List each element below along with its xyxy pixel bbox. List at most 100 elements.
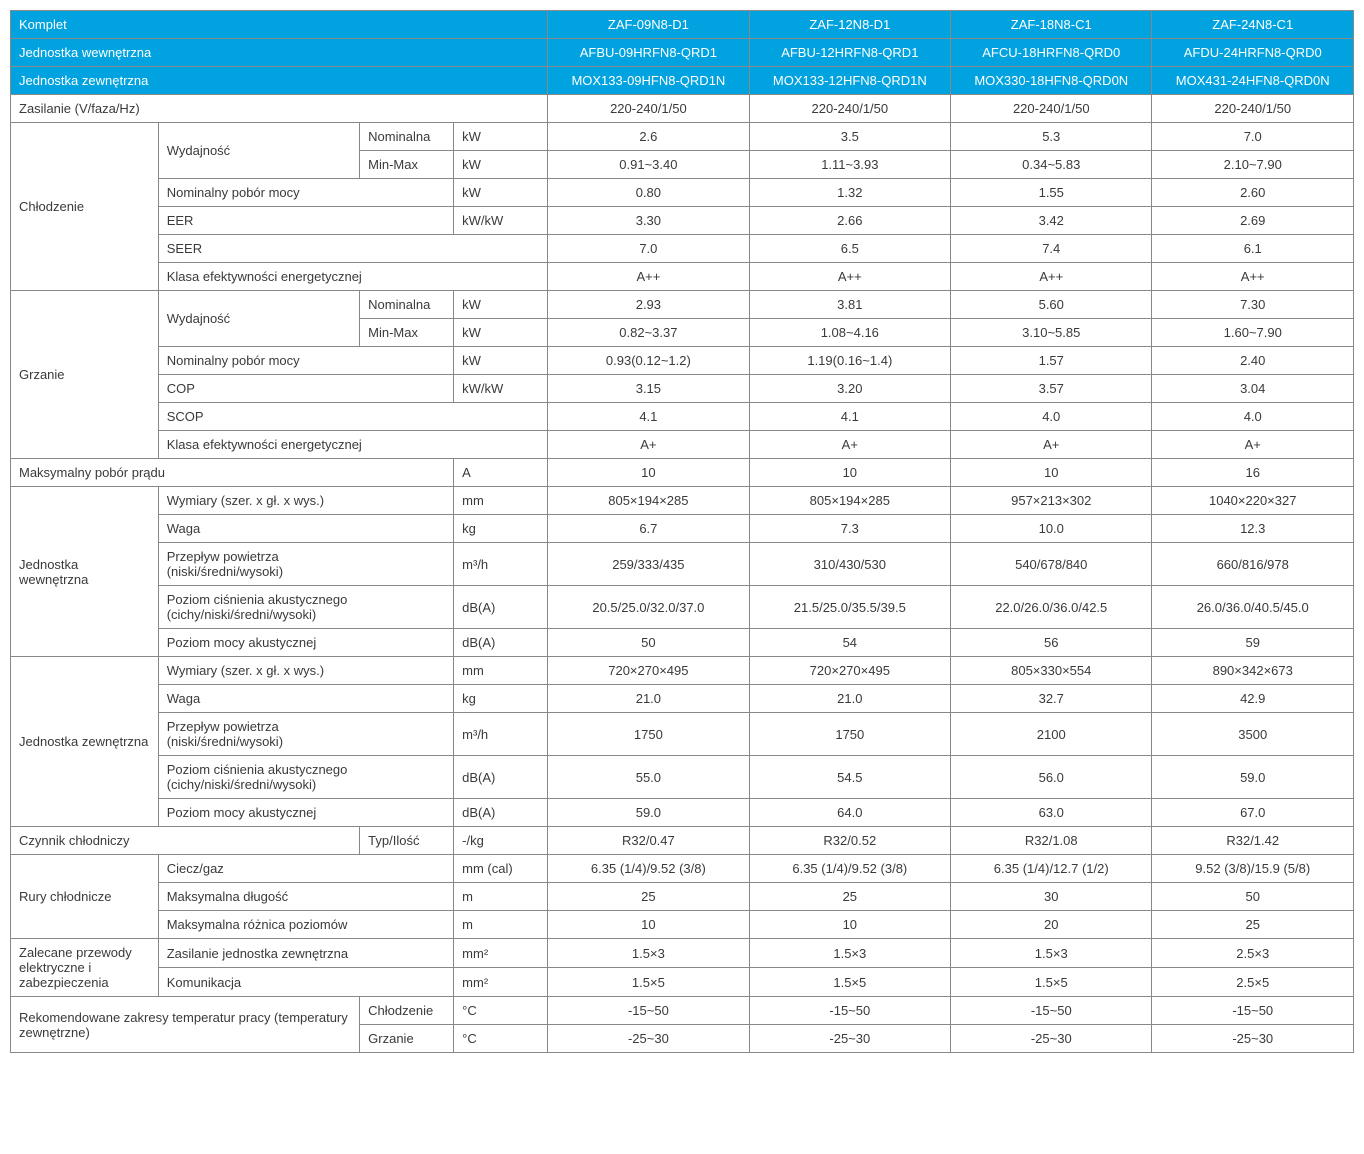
przew-kom-0: 1.5×5 bbox=[548, 968, 749, 997]
wewn-cisn-2: 22.0/26.0/36.0/42.5 bbox=[951, 586, 1152, 629]
grz-klasa-3: A+ bbox=[1152, 431, 1354, 459]
czynnik-0: R32/0.47 bbox=[548, 827, 749, 855]
grz-wyd-nom-0: 2.93 bbox=[548, 291, 749, 319]
wewn-przeplyw-3: 660/816/978 bbox=[1152, 543, 1354, 586]
temp-chl-1: -15~50 bbox=[749, 997, 950, 1025]
u-kw1: kW bbox=[454, 123, 548, 151]
zewn-waga-0: 21.0 bbox=[548, 685, 749, 713]
przew-zas-1: 1.5×3 bbox=[749, 939, 950, 968]
rury-roz-2: 20 bbox=[951, 911, 1152, 939]
temp-chl-3: -15~50 bbox=[1152, 997, 1354, 1025]
lbl-grz-nom: Nominalna bbox=[360, 291, 454, 319]
u-kwkw2: kW/kW bbox=[454, 375, 548, 403]
zewn-wym-2: 805×330×554 bbox=[951, 657, 1152, 685]
lbl-temp-grz: Grzanie bbox=[360, 1025, 454, 1053]
wewn-przeplyw-1: 310/430/530 bbox=[749, 543, 950, 586]
lbl-rekomend: Rekomendowane zakresy temperatur pracy (… bbox=[11, 997, 360, 1053]
wewn-moc-3: 59 bbox=[1152, 629, 1354, 657]
lbl-zewn-waga: Waga bbox=[158, 685, 453, 713]
lbl-wewn-przeplyw: Przepływ powietrza (niski/średni/wysoki) bbox=[158, 543, 453, 586]
chl-wyd-mm-1: 1.11~3.93 bbox=[749, 151, 950, 179]
spec-table: Komplet ZAF-09N8-D1 ZAF-12N8-D1 ZAF-18N8… bbox=[10, 10, 1354, 1053]
zewn-przeplyw-2: 2100 bbox=[951, 713, 1152, 756]
zasilanie-3: 220-240/1/50 bbox=[1152, 95, 1354, 123]
outdoor-3: MOX431-24HFN8-QRD0N bbox=[1152, 67, 1354, 95]
zewn-cisn-0: 55.0 bbox=[548, 756, 749, 799]
chl-pobor-3: 2.60 bbox=[1152, 179, 1354, 207]
outdoor-1: MOX133-12HFN8-QRD1N bbox=[749, 67, 950, 95]
chl-klasa-0: A++ bbox=[548, 263, 749, 291]
chl-wyd-mm-0: 0.91~3.40 bbox=[548, 151, 749, 179]
rury-dl-1: 25 bbox=[749, 883, 950, 911]
model-2: ZAF-18N8-C1 bbox=[951, 11, 1152, 39]
outdoor-2: MOX330-18HFN8-QRD0N bbox=[951, 67, 1152, 95]
wewn-cisn-1: 21.5/25.0/35.5/39.5 bbox=[749, 586, 950, 629]
u-dba1: dB(A) bbox=[454, 586, 548, 629]
zewn-moc-2: 63.0 bbox=[951, 799, 1152, 827]
chl-wyd-nom-0: 2.6 bbox=[548, 123, 749, 151]
u-kg1: kg bbox=[454, 515, 548, 543]
outdoor-0: MOX133-09HFN8-QRD1N bbox=[548, 67, 749, 95]
przew-kom-3: 2.5×5 bbox=[1152, 968, 1354, 997]
chl-klasa-3: A++ bbox=[1152, 263, 1354, 291]
grz-wyd-mm-0: 0.82~3.37 bbox=[548, 319, 749, 347]
u-mm21: mm² bbox=[454, 939, 548, 968]
cop-1: 3.20 bbox=[749, 375, 950, 403]
lbl-wewn-wymiary: Wymiary (szer. x gł. x wys.) bbox=[158, 487, 453, 515]
wewn-waga-0: 6.7 bbox=[548, 515, 749, 543]
zewn-wym-1: 720×270×495 bbox=[749, 657, 950, 685]
zewn-wym-3: 890×342×673 bbox=[1152, 657, 1354, 685]
rury-dl-0: 25 bbox=[548, 883, 749, 911]
zasilanie-0: 220-240/1/50 bbox=[548, 95, 749, 123]
lbl-chl-minmax: Min-Max bbox=[360, 151, 454, 179]
seer-3: 6.1 bbox=[1152, 235, 1354, 263]
grz-wyd-mm-2: 3.10~5.85 bbox=[951, 319, 1152, 347]
grz-pobor-3: 2.40 bbox=[1152, 347, 1354, 375]
u-mm2: mm bbox=[454, 657, 548, 685]
lbl-grz-minmax: Min-Max bbox=[360, 319, 454, 347]
temp-grz-2: -25~30 bbox=[951, 1025, 1152, 1053]
rury-dl-2: 30 bbox=[951, 883, 1152, 911]
lbl-ciecz-gaz: Ciecz/gaz bbox=[158, 855, 453, 883]
grz-wyd-nom-2: 5.60 bbox=[951, 291, 1152, 319]
chl-wyd-mm-3: 2.10~7.90 bbox=[1152, 151, 1354, 179]
wewn-cisn-0: 20.5/25.0/32.0/37.0 bbox=[548, 586, 749, 629]
przew-zas-0: 1.5×3 bbox=[548, 939, 749, 968]
chl-pobor-0: 0.80 bbox=[548, 179, 749, 207]
zewn-wym-0: 720×270×495 bbox=[548, 657, 749, 685]
indoor-0: AFBU-09HRFN8-QRD1 bbox=[548, 39, 749, 67]
zewn-przeplyw-0: 1750 bbox=[548, 713, 749, 756]
lbl-zasilanie: Zasilanie (V/faza/Hz) bbox=[11, 95, 548, 123]
lbl-zewn-moc-akust: Poziom mocy akustycznej bbox=[158, 799, 453, 827]
u-degc1: °C bbox=[454, 997, 548, 1025]
rury-dl-3: 50 bbox=[1152, 883, 1354, 911]
lbl-wewn-cisnienie: Poziom ciśnienia akustycznego (cichy/nis… bbox=[158, 586, 453, 629]
lbl-grz-klasa: Klasa efektywności energetycznej bbox=[158, 431, 547, 459]
zewn-waga-1: 21.0 bbox=[749, 685, 950, 713]
wewn-przeplyw-2: 540/678/840 bbox=[951, 543, 1152, 586]
grz-wyd-mm-3: 1.60~7.90 bbox=[1152, 319, 1354, 347]
rury-cg-0: 6.35 (1/4)/9.52 (3/8) bbox=[548, 855, 749, 883]
lbl-czynnik: Czynnik chłodniczy bbox=[11, 827, 360, 855]
maks-pobor-1: 10 bbox=[749, 459, 950, 487]
lbl-maks-dl: Maksymalna długość bbox=[158, 883, 453, 911]
indoor-3: AFDU-24HRFN8-QRD0 bbox=[1152, 39, 1354, 67]
cop-3: 3.04 bbox=[1152, 375, 1354, 403]
grz-pobor-0: 0.93(0.12~1.2) bbox=[548, 347, 749, 375]
indoor-1: AFBU-12HRFN8-QRD1 bbox=[749, 39, 950, 67]
lbl-maks-roz: Maksymalna różnica poziomów bbox=[158, 911, 453, 939]
grz-pobor-1: 1.19(0.16~1.4) bbox=[749, 347, 950, 375]
chl-klasa-1: A++ bbox=[749, 263, 950, 291]
czynnik-3: R32/1.42 bbox=[1152, 827, 1354, 855]
model-1: ZAF-12N8-D1 bbox=[749, 11, 950, 39]
chl-pobor-2: 1.55 bbox=[951, 179, 1152, 207]
lbl-jednostka-zewn: Jednostka zewnętrzna bbox=[11, 657, 159, 827]
czynnik-2: R32/1.08 bbox=[951, 827, 1152, 855]
lbl-zalecane-przewody: Zalecane przewody elektryczne i zabezpie… bbox=[11, 939, 159, 997]
eer-3: 2.69 bbox=[1152, 207, 1354, 235]
wewn-moc-1: 54 bbox=[749, 629, 950, 657]
grz-wyd-nom-1: 3.81 bbox=[749, 291, 950, 319]
zewn-przeplyw-3: 3500 bbox=[1152, 713, 1354, 756]
u-kgdash: -/kg bbox=[454, 827, 548, 855]
chl-pobor-1: 1.32 bbox=[749, 179, 950, 207]
